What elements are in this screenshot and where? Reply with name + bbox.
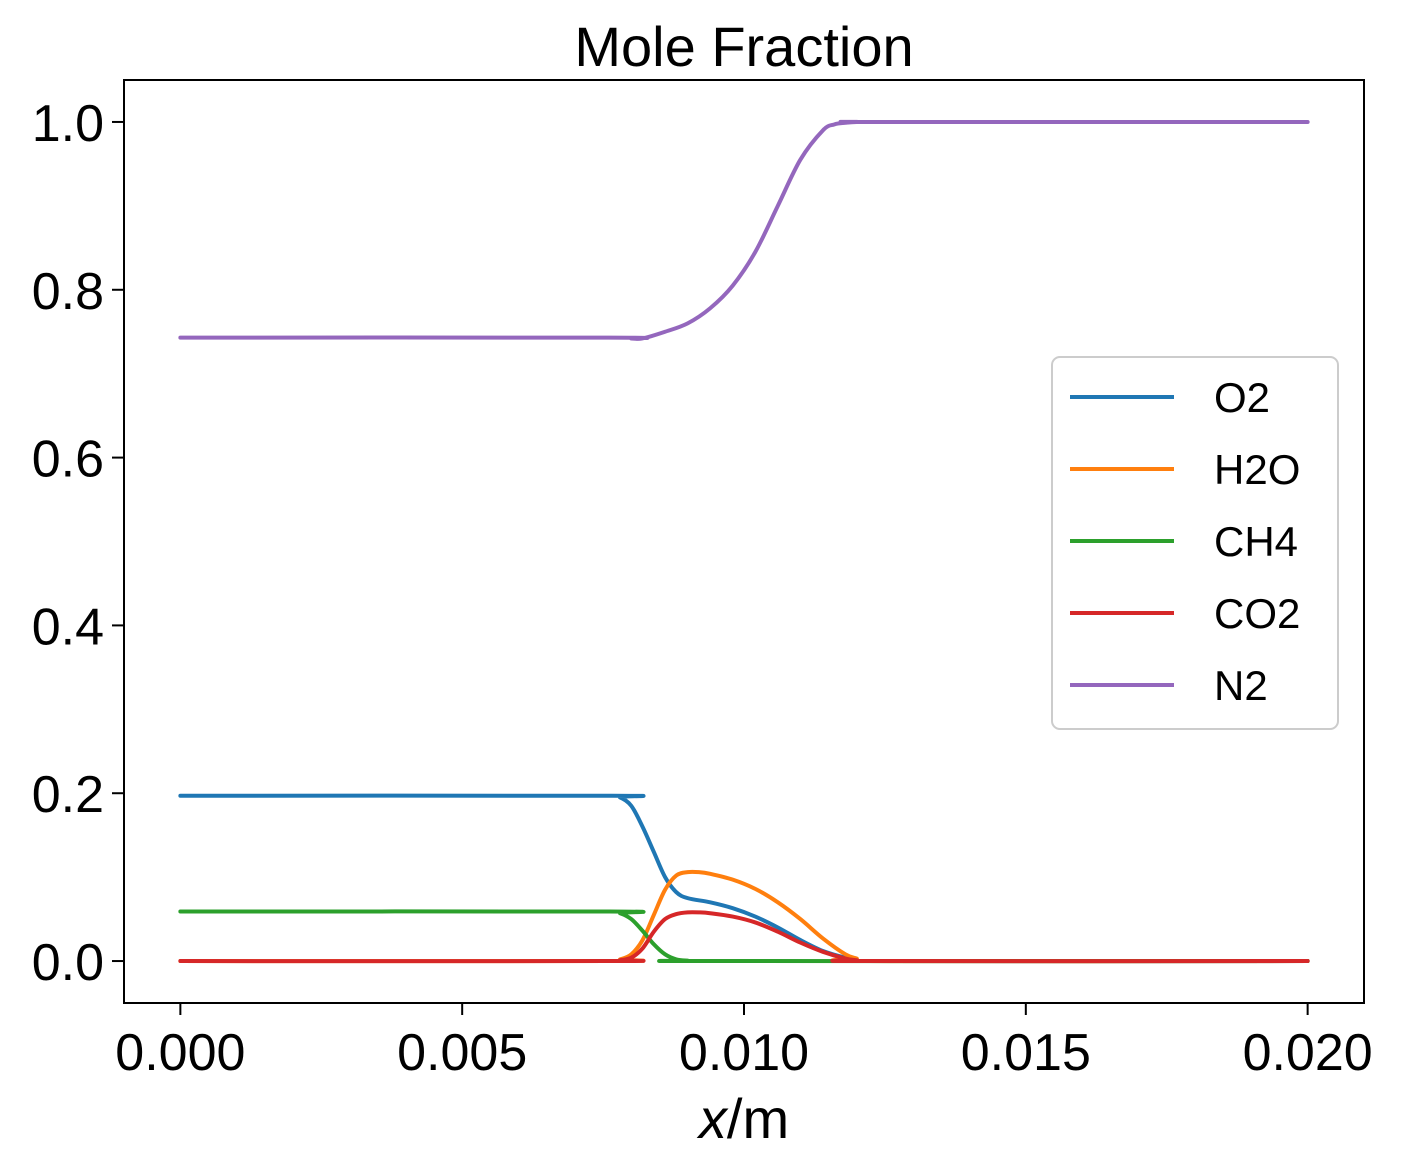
legend-label-co2: CO2 — [1214, 590, 1300, 637]
x-tick-label: 0.005 — [397, 1024, 527, 1082]
legend-label-ch4: CH4 — [1214, 518, 1298, 565]
x-tick-label: 0.000 — [115, 1024, 245, 1082]
plot-lines — [178, 119, 1310, 964]
x-axis-label-var: x — [696, 1087, 729, 1150]
y-tick-label: 0.8 — [32, 263, 104, 321]
chart-title: Mole Fraction — [574, 15, 913, 78]
series-line-ch4 — [178, 909, 1310, 964]
series-line-h2o — [178, 869, 1310, 964]
legend-box — [1051, 356, 1339, 730]
legend-label-n2: N2 — [1214, 662, 1268, 709]
series-line-n2 — [178, 119, 1310, 341]
y-tick-label: 0.2 — [32, 766, 104, 824]
x-tick-label: 0.015 — [961, 1024, 1091, 1082]
y-tick-label: 0.6 — [32, 431, 104, 489]
x-axis-label: x/m — [696, 1087, 789, 1150]
legend-label-h2o: H2O — [1214, 446, 1300, 493]
x-tick-label: 0.010 — [679, 1024, 809, 1082]
y-tick-label: 0.4 — [32, 598, 104, 656]
y-tick-label: 0.0 — [32, 934, 104, 992]
y-tick-label: 1.0 — [32, 95, 104, 153]
legend-label-o2: O2 — [1214, 374, 1270, 421]
series-line-o2 — [178, 793, 1310, 964]
y-axis: 0.0 0.2 0.4 0.6 0.8 1.0 — [32, 95, 124, 992]
x-axis-label-unit: /m — [727, 1087, 789, 1150]
legend: O2 H2O CH4 CO2 N2 — [1051, 356, 1339, 730]
x-tick-label: 0.020 — [1243, 1024, 1373, 1082]
series-line-co2 — [178, 910, 1310, 964]
x-axis: 0.000 0.005 0.010 0.015 0.020 — [115, 1003, 1373, 1082]
